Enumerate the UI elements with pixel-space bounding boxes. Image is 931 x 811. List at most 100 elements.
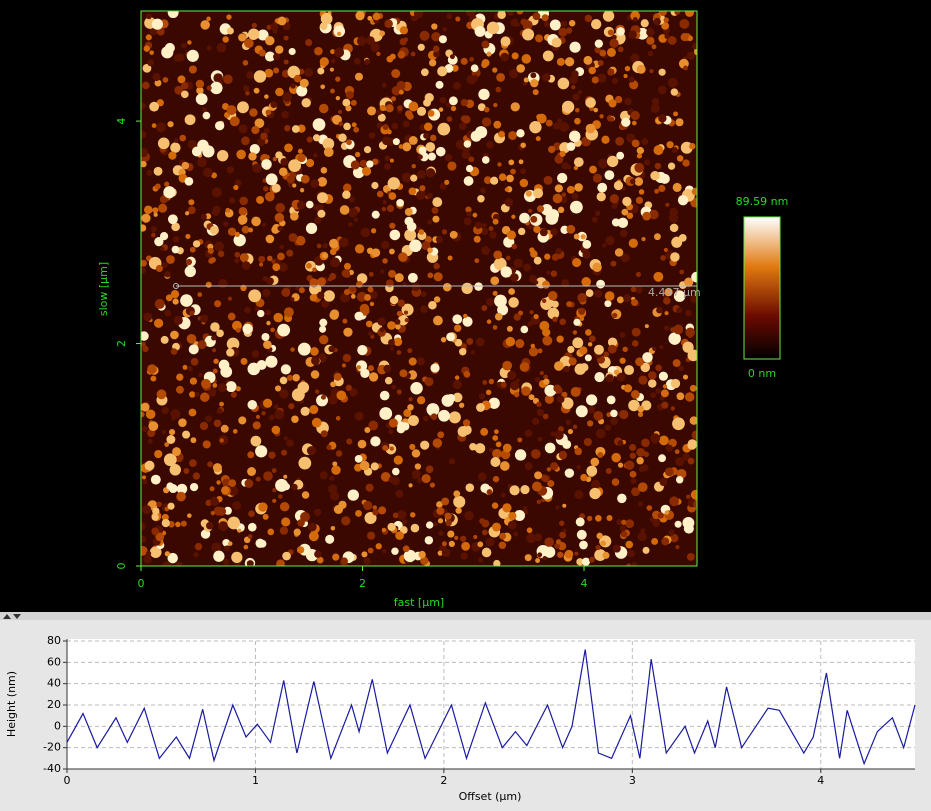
grain — [329, 67, 334, 72]
grain — [577, 90, 583, 95]
image-y-tick-label: 4 — [115, 118, 128, 125]
grain — [262, 276, 269, 282]
splitter[interactable] — [0, 612, 931, 620]
grain — [555, 505, 560, 510]
grain — [530, 78, 539, 88]
grain — [247, 534, 253, 539]
grain — [536, 114, 543, 120]
grain — [485, 537, 495, 547]
grain — [205, 415, 213, 423]
grain — [349, 388, 358, 397]
grain — [593, 410, 604, 421]
grain — [685, 327, 695, 338]
grain — [427, 109, 435, 117]
grain — [354, 72, 363, 81]
grain — [652, 346, 657, 351]
profile-endpoint[interactable] — [173, 283, 179, 289]
grain — [431, 206, 439, 214]
grain — [687, 440, 697, 450]
grain — [506, 325, 513, 332]
grain — [427, 152, 436, 161]
grain — [199, 421, 209, 431]
grain — [392, 512, 399, 519]
grain — [348, 207, 358, 218]
grain — [257, 29, 269, 41]
grain — [617, 217, 629, 229]
grain — [611, 77, 619, 85]
grain — [680, 33, 689, 42]
grain — [447, 255, 453, 261]
grain — [166, 435, 176, 444]
splitter-arrows[interactable] — [3, 614, 21, 619]
grain — [459, 402, 465, 408]
grain — [261, 159, 272, 170]
grain — [159, 195, 168, 204]
grain — [571, 70, 579, 78]
grain — [234, 231, 240, 238]
grain — [220, 365, 233, 378]
grain — [388, 339, 395, 346]
grain — [274, 385, 282, 392]
grain — [189, 391, 196, 398]
grain — [525, 190, 532, 197]
grain — [508, 511, 517, 521]
grain — [642, 211, 652, 221]
grain — [664, 467, 674, 477]
grain — [277, 16, 287, 26]
grain — [398, 144, 404, 149]
grain — [486, 141, 494, 149]
grain — [560, 225, 569, 234]
grain — [167, 214, 178, 225]
grain — [689, 416, 697, 425]
grain — [588, 406, 596, 414]
grain — [395, 489, 404, 498]
grain — [210, 510, 215, 516]
grain — [642, 546, 650, 554]
grain — [238, 124, 248, 134]
grain — [465, 483, 475, 492]
grain — [142, 63, 152, 73]
grain — [172, 447, 181, 457]
grain — [211, 172, 218, 179]
grain — [314, 216, 322, 224]
grain — [292, 183, 297, 188]
grain — [552, 316, 558, 323]
grain — [667, 36, 677, 45]
grain — [367, 106, 377, 116]
grain — [635, 271, 642, 278]
grain — [408, 483, 413, 488]
grain — [336, 390, 347, 401]
grain — [316, 291, 325, 300]
grain — [634, 162, 645, 173]
grain — [142, 81, 150, 90]
grain — [182, 430, 191, 439]
grain — [350, 160, 360, 170]
grain — [572, 330, 578, 335]
grain — [620, 530, 628, 538]
grain — [186, 49, 199, 62]
grain — [246, 560, 254, 566]
grain — [317, 176, 328, 187]
grain — [449, 230, 458, 239]
grain — [201, 378, 211, 389]
grain — [670, 378, 681, 389]
grain — [628, 30, 637, 39]
grain — [658, 184, 666, 193]
grain — [195, 93, 208, 106]
grain — [368, 271, 374, 277]
grain — [385, 104, 394, 113]
grain — [619, 525, 626, 532]
grain — [248, 289, 262, 303]
grain — [393, 337, 403, 347]
grain — [282, 92, 292, 102]
colorbar — [743, 216, 781, 360]
grain — [523, 77, 529, 83]
grain — [520, 484, 530, 495]
grain — [437, 431, 445, 439]
grain — [377, 317, 386, 326]
grain — [176, 483, 188, 495]
grain — [556, 57, 565, 66]
grain — [189, 246, 196, 253]
grain — [290, 297, 295, 302]
grain — [320, 12, 333, 25]
